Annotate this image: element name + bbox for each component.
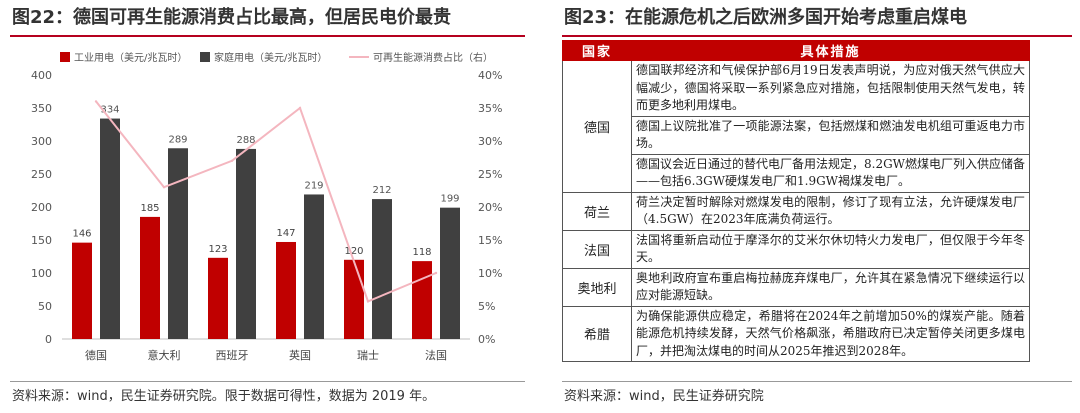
y-left-tick-label: 250 <box>31 168 52 181</box>
header-measures: 具体措施 <box>631 40 1030 61</box>
line-point <box>298 106 302 110</box>
y-right-tick-label: 10% <box>478 267 502 280</box>
legend-label: 可再生能源消费占比（右） <box>373 51 493 64</box>
bar-value-label: 147 <box>276 228 295 239</box>
bar <box>440 207 460 339</box>
y-right-tick-label: 30% <box>478 135 502 148</box>
table-row: 德国 德国联邦经济和气候保护部6月19日发表声明说，为应对俄天然气供应大幅减少，德… <box>562 60 1030 193</box>
y-left-tick-label: 400 <box>31 69 52 82</box>
table-row: 法国 法国将重新启动位于摩泽尔的艾米尔休切特火力发电厂，但仅限于今年冬天。 <box>562 229 1030 269</box>
y-left-tick-label: 0 <box>45 333 52 346</box>
bar <box>276 241 296 339</box>
x-tick-label: 法国 <box>425 348 447 362</box>
left-source-note: 资料来源：wind，民生证券研究院。限于数据可得性，数据为 2019 年。 <box>12 389 436 404</box>
line-point <box>230 159 234 162</box>
left-bottom-rule <box>10 381 525 382</box>
bar-value-label: 334 <box>100 105 119 116</box>
y-left-tick-label: 300 <box>31 135 52 148</box>
measure-cell: 德国联邦经济和气候保护部6月19日发表声明说，为应对俄天然气供应大幅减少，德国将… <box>631 60 1030 117</box>
bar <box>100 118 120 339</box>
y-right-tick-label: 25% <box>478 168 502 181</box>
table-row: 德国上议院批准了一项能源法案，包括燃煤和燃油发电机组可重返电力市场。 <box>563 115 1030 155</box>
y-right-tick-label: 15% <box>478 234 502 247</box>
right-title-rule <box>562 35 1072 37</box>
bar-value-label: 118 <box>412 247 431 258</box>
bar <box>344 259 364 339</box>
bar-value-label: 212 <box>372 185 391 196</box>
bar-value-label: 289 <box>168 134 187 145</box>
bar-value-label: 199 <box>440 194 459 205</box>
coal-restart-table: 国家 具体措施 德国 德国联邦经济和气候保护部6月19日发表声明说，为应对俄天然气… <box>562 40 1030 362</box>
table-body: 德国 德国联邦经济和气候保护部6月19日发表声明说，为应对俄天然气供应大幅减少，德… <box>562 60 1030 362</box>
bar <box>304 194 324 339</box>
measure-cell: 法国将重新启动位于摩泽尔的艾米尔休切特火力发电厂，但仅限于今年冬天。 <box>631 229 1030 269</box>
bar <box>236 148 256 339</box>
legend-label: 家庭用电（美元/兆瓦时） <box>214 51 327 64</box>
line-point <box>366 300 370 303</box>
bar <box>208 257 228 339</box>
right-figure-title: 图23：在能源危机之后欧洲多国开始考虑重启煤电 <box>564 7 968 28</box>
y-left-tick-label: 350 <box>31 102 52 115</box>
bar <box>168 148 188 339</box>
electricity-price-chart: 0 50 100 150 200 250 300 350 400 0% 5% 10% 15% 20% 25%… <box>31 51 502 362</box>
y-right-tick-label: 20% <box>478 201 502 214</box>
country-cell: 希腊 <box>562 305 632 362</box>
right-figure: 图23：在能源危机之后欧洲多国开始考虑重启煤电 国家 具体措施 德国 德国联邦经济… <box>552 0 1080 413</box>
measure-cell: 德国上议院批准了一项能源法案，包括燃煤和燃油发电机组可重返电力市场。 <box>631 115 1030 155</box>
country-cell: 德国 <box>562 60 632 193</box>
bar <box>372 199 392 339</box>
table-row: 奥地利 奥地利政府宣布重启梅拉赫庞弃煤电厂，允许其在紧急情况下继续运行以应对能源短… <box>562 267 1030 307</box>
legend-swatch <box>200 52 210 62</box>
measure-cell: 德国议会近日通过的替代电厂备用法规定，8.2GW燃煤电厂列入供应储备——包括6.… <box>631 153 1030 193</box>
y-left-tick-label: 50 <box>38 300 52 313</box>
y-right-tick-label: 0% <box>478 333 495 346</box>
left-figure: 图22：德国可再生能源消费占比最高，但居民电价最贵 0 50 100 150 200 25… <box>0 0 532 413</box>
line-point <box>94 100 98 103</box>
measure-cell: 为确保能源供应稳定，希腊将在2024年之前增加50%的煤炭产能。随着能源危机持续… <box>631 305 1030 362</box>
right-bottom-rule <box>562 381 1072 382</box>
legend-label: 工业用电（美元/兆瓦时） <box>74 51 187 64</box>
line-point <box>434 271 438 275</box>
x-tick-label: 德国 <box>85 348 107 362</box>
bar-value-label: 185 <box>140 203 159 214</box>
bar-value-label: 146 <box>72 229 91 240</box>
measure-cell: 荷兰决定暂时解除对燃煤发电的限制，修订了现有立法，允许硬煤发电厂（4.5GW）在… <box>631 191 1030 231</box>
x-tick-label: 瑞士 <box>357 348 379 362</box>
bar-value-label: 288 <box>236 135 255 146</box>
x-tick-label: 西班牙 <box>216 349 249 362</box>
y-left-tick-label: 200 <box>31 201 52 214</box>
bar <box>140 216 160 339</box>
y-right-tick-label: 5% <box>478 300 495 313</box>
bar <box>412 261 432 339</box>
y-right-tick-label: 35% <box>478 102 502 115</box>
y-right-tick-label: 40% <box>478 69 502 82</box>
y-left-tick-label: 150 <box>31 234 52 247</box>
bar-value-label: 120 <box>344 246 363 257</box>
country-cell: 荷兰 <box>562 191 632 231</box>
header-country: 国家 <box>562 40 632 61</box>
country-cell: 奥地利 <box>562 267 632 307</box>
line-point <box>162 186 166 189</box>
x-tick-label: 英国 <box>289 348 311 362</box>
y-left-tick-label: 100 <box>31 267 52 280</box>
table-row: 德国议会近日通过的替代电厂备用法规定，8.2GW燃煤电厂列入供应储备——包括6.… <box>563 153 1030 193</box>
right-source-note: 资料来源：wind，民生证券研究院 <box>564 389 764 404</box>
left-figure-title: 图22：德国可再生能源消费占比最高，但居民电价最贵 <box>12 7 452 28</box>
bar-value-label: 123 <box>208 244 227 255</box>
renewable-share-line <box>95 100 437 303</box>
table-header-row: 国家 具体措施 <box>562 40 1030 61</box>
table-row: 希腊 为确保能源供应稳定，希腊将在2024年之前增加50%的煤炭产能。随着能源危机… <box>562 305 1030 362</box>
bar <box>72 242 92 339</box>
left-title-rule <box>10 35 525 37</box>
measure-cell: 奥地利政府宣布重启梅拉赫庞弃煤电厂，允许其在紧急情况下继续运行以应对能源短缺。 <box>631 267 1030 307</box>
table-row: 荷兰 荷兰决定暂时解除对燃煤发电的限制，修订了现有立法，允许硬煤发电厂（4.5GW… <box>562 191 1030 231</box>
bar-value-label: 219 <box>304 180 323 191</box>
x-tick-label: 意大利 <box>148 348 181 362</box>
legend-swatch <box>60 52 70 62</box>
country-cell: 法国 <box>562 229 632 269</box>
